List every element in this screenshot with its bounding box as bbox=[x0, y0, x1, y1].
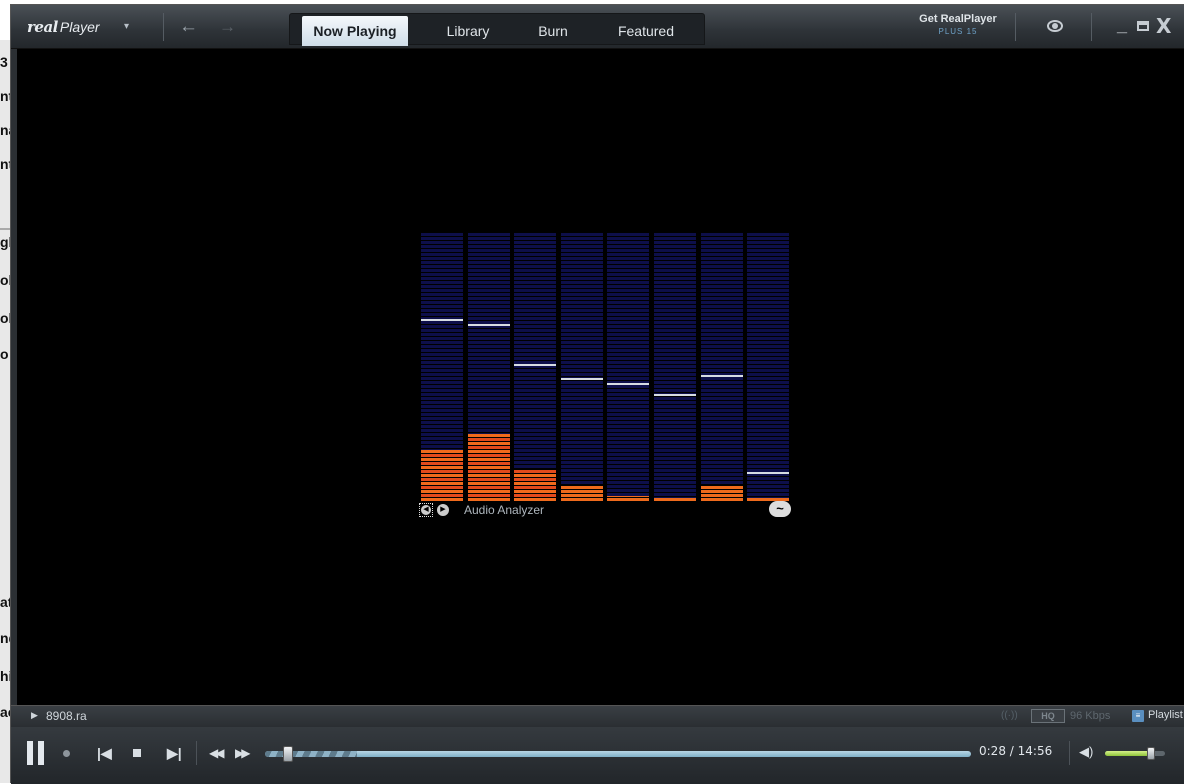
analyzer-band bbox=[467, 233, 510, 501]
fast-forward-button[interactable]: ▶▶ bbox=[235, 746, 251, 760]
next-track-button[interactable]: ▶| bbox=[167, 745, 182, 761]
wave-icon[interactable]: ~ bbox=[769, 501, 791, 517]
analyzer-band-level bbox=[467, 434, 510, 501]
visualization-name: Audio Analyzer bbox=[464, 503, 545, 517]
seek-bar[interactable] bbox=[265, 746, 971, 762]
volume-level bbox=[1105, 751, 1151, 756]
divider bbox=[1091, 13, 1092, 41]
pause-button[interactable] bbox=[27, 741, 45, 765]
maximize-button[interactable] bbox=[1137, 21, 1149, 31]
volume-handle[interactable] bbox=[1147, 747, 1155, 760]
rewind-button[interactable]: ◀◀ bbox=[209, 746, 225, 760]
analyzer-band bbox=[514, 233, 557, 501]
realplayer-window: real Player ▾ ← → Now Playing Library Bu… bbox=[10, 4, 1184, 784]
analyzer-band-level bbox=[700, 485, 743, 501]
analyzer-band-level bbox=[560, 485, 603, 501]
visualization-controls: ◀ ▶ Audio Analyzer ~ bbox=[417, 501, 797, 523]
realplayer-logo[interactable]: real Player bbox=[27, 16, 100, 38]
quality-badge: HQ bbox=[1031, 709, 1065, 723]
previous-visualization-button[interactable]: ◀ bbox=[419, 503, 433, 517]
divider bbox=[196, 741, 197, 765]
status-bar: ▶ 8908.ra ((·)) HQ 96 Kbps ≡ Playlist bbox=[11, 705, 1184, 727]
volume-slider[interactable] bbox=[1105, 747, 1165, 760]
previous-track-button[interactable]: |◀ bbox=[97, 745, 112, 761]
background-text: 3 bbox=[0, 54, 8, 70]
analyzer-band-level bbox=[654, 498, 696, 501]
playback-controls: |◀ ▶| ◀◀ ▶▶ 0:28 / 14:56 ◀) bbox=[11, 727, 1184, 784]
audio-analyzer-visualization bbox=[421, 233, 790, 501]
analyzer-band-peak bbox=[654, 394, 696, 396]
background-text: hi bbox=[0, 668, 13, 684]
analyzer-band-peak bbox=[514, 364, 557, 366]
minimize-button[interactable]: _ bbox=[1117, 15, 1128, 35]
background-text: nt bbox=[0, 156, 14, 172]
total-time: 14:56 bbox=[1017, 744, 1053, 758]
title-bar[interactable]: real Player ▾ ← → Now Playing Library Bu… bbox=[11, 5, 1184, 49]
seek-buffered-region bbox=[265, 751, 357, 757]
tab-now-playing[interactable]: Now Playing bbox=[302, 16, 408, 46]
divider bbox=[1015, 13, 1016, 41]
playlist-button[interactable]: Playlist bbox=[1148, 709, 1183, 721]
playlist-icon[interactable]: ≡ bbox=[1132, 710, 1144, 722]
logo-word: Player bbox=[59, 19, 100, 35]
record-button[interactable] bbox=[63, 750, 70, 757]
main-tabs: Now Playing Library Burn Featured bbox=[289, 13, 705, 46]
analyzer-band bbox=[747, 233, 790, 501]
stop-button[interactable] bbox=[133, 749, 141, 757]
divider bbox=[1069, 741, 1070, 765]
background-text: nt bbox=[0, 88, 14, 104]
now-playing-display[interactable]: ◀ ▶ Audio Analyzer ~ bbox=[17, 49, 1184, 705]
time-separator: / bbox=[1005, 744, 1018, 758]
background-text: o bbox=[0, 346, 9, 362]
bitrate-readout: 96 Kbps bbox=[1070, 710, 1111, 722]
clip-name[interactable]: 8908.ra bbox=[46, 709, 87, 723]
analyzer-band-peak bbox=[467, 324, 510, 326]
volume-icon[interactable]: ◀) bbox=[1079, 744, 1094, 759]
analyzer-band bbox=[700, 233, 743, 501]
background-text: gl bbox=[0, 234, 13, 250]
tab-burn[interactable]: Burn bbox=[538, 23, 568, 39]
analyzer-band-level bbox=[747, 498, 790, 501]
elapsed-time: 0:28 bbox=[979, 744, 1006, 758]
analyzer-band-peak bbox=[560, 378, 603, 380]
time-readout: 0:28 / 14:56 bbox=[979, 744, 1052, 758]
seek-handle[interactable] bbox=[283, 746, 293, 762]
eye-icon[interactable] bbox=[1047, 20, 1063, 32]
menu-dropdown-icon[interactable]: ▾ bbox=[124, 21, 130, 32]
background-text: ol bbox=[0, 272, 13, 288]
analyzer-band-level bbox=[607, 496, 650, 501]
analyzer-band bbox=[607, 233, 650, 501]
tab-featured[interactable]: Featured bbox=[617, 23, 675, 39]
analyzer-band-level bbox=[421, 450, 463, 501]
analyzer-band-peak bbox=[700, 375, 743, 377]
analyzer-band-level bbox=[514, 469, 557, 501]
forward-arrow-icon[interactable]: → bbox=[219, 17, 236, 36]
close-button[interactable]: X bbox=[1156, 14, 1172, 38]
analyzer-band bbox=[421, 233, 463, 501]
back-arrow-icon[interactable]: ← bbox=[179, 16, 198, 37]
background-text: ol bbox=[0, 310, 13, 326]
signal-icon: ((·)) bbox=[1001, 710, 1018, 721]
background-divider bbox=[0, 228, 14, 230]
background-text: at bbox=[0, 594, 13, 610]
get-realplayer-plus-version: PLUS 15 bbox=[938, 27, 978, 36]
next-visualization-button[interactable]: ▶ bbox=[437, 504, 449, 516]
analyzer-band-peak bbox=[421, 319, 463, 321]
analyzer-band-peak bbox=[607, 383, 650, 385]
analyzer-band-peak bbox=[747, 472, 790, 474]
analyzer-band bbox=[560, 233, 603, 501]
tab-library[interactable]: Library bbox=[446, 23, 490, 39]
chevron-left-icon: ◀ bbox=[421, 505, 431, 515]
logo-mark: real bbox=[27, 18, 58, 36]
divider bbox=[163, 13, 164, 41]
play-indicator-icon: ▶ bbox=[31, 710, 38, 720]
analyzer-band bbox=[654, 233, 696, 501]
get-realplayer-plus-button[interactable]: Get RealPlayer bbox=[919, 13, 997, 25]
